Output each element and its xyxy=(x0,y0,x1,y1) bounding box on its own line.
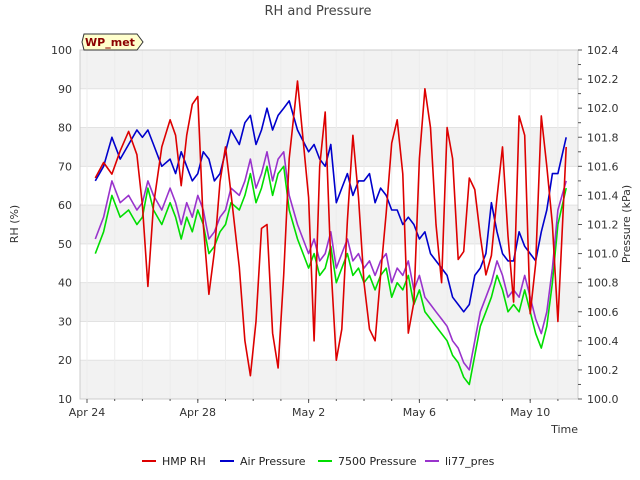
x-axis-ticks: Apr 24 Apr 28 May 2 May 6 May 10 xyxy=(69,399,559,419)
series-lines xyxy=(94,80,567,386)
y-right-tick-label: 100.0 xyxy=(587,393,619,406)
y-right-tick-label: 102.4 xyxy=(587,44,619,57)
x-tick-label: May 10 xyxy=(510,406,550,419)
y-left-tick-label: 60 xyxy=(58,199,72,212)
y-right-tick-label: 100.2 xyxy=(587,364,619,377)
background-bands xyxy=(80,50,578,399)
station-label: WP_met xyxy=(85,36,135,49)
y-left-tick-label: 30 xyxy=(58,315,72,328)
series-line-li77-pres xyxy=(94,151,567,371)
y-right-tick-label: 101.6 xyxy=(587,160,619,173)
y-left-tick-label: 100 xyxy=(51,44,72,57)
y-left-tick-label: 20 xyxy=(58,354,72,367)
right-axis-ticks: 100.0 100.2 100.4 100.6 100.8 101.0 101.2 101.4… xyxy=(578,44,619,406)
y-left-tick-label: 40 xyxy=(58,277,72,290)
background-band xyxy=(80,50,578,89)
y-right-tick-label: 102.2 xyxy=(587,73,619,86)
y-left-axis-title: RH (%) xyxy=(8,205,21,243)
plot-area xyxy=(79,49,579,400)
y-left-tick-label: 50 xyxy=(58,238,72,251)
legend: HMP RH Air Pressure 7500 Pressure li77_pres xyxy=(142,455,495,468)
legend-label: Air Pressure xyxy=(240,455,306,468)
y-right-axis-title: Pressure (kPa) xyxy=(620,185,633,263)
series-line-air-pressure xyxy=(94,100,567,313)
left-axis-ticks: 10 20 30 40 50 60 70 80 90 100 xyxy=(51,44,72,406)
x-tick-label: Apr 28 xyxy=(180,406,217,419)
y-left-tick-label: 70 xyxy=(58,160,72,173)
background-band xyxy=(80,282,578,322)
x-axis-title: Time xyxy=(550,423,578,436)
background-band xyxy=(80,127,578,167)
y-right-tick-label: 100.4 xyxy=(587,335,619,348)
y-right-tick-label: 101.2 xyxy=(587,219,619,232)
x-tick-label: May 6 xyxy=(403,406,436,419)
legend-label: li77_pres xyxy=(445,455,495,468)
y-left-tick-label: 90 xyxy=(58,83,72,96)
y-right-tick-label: 100.8 xyxy=(587,277,619,290)
y-right-tick-label: 101.4 xyxy=(587,189,619,202)
y-right-tick-label: 101.8 xyxy=(587,131,619,144)
background-band xyxy=(80,360,578,399)
x-tick-label: May 2 xyxy=(292,406,325,419)
y-right-tick-label: 100.6 xyxy=(587,306,619,319)
y-right-tick-label: 102.0 xyxy=(587,102,619,115)
series-line-hmp-rh xyxy=(94,80,567,377)
chart-title: RH and Pressure xyxy=(264,4,371,19)
y-right-tick-label: 101.0 xyxy=(587,248,619,261)
legend-label: HMP RH xyxy=(162,455,206,468)
y-left-tick-label: 80 xyxy=(58,122,72,135)
y-left-tick-label: 10 xyxy=(58,393,72,406)
x-tick-label: Apr 24 xyxy=(69,406,106,419)
legend-label: 7500 Pressure xyxy=(338,455,417,468)
station-label-box: WP_met xyxy=(81,33,144,51)
